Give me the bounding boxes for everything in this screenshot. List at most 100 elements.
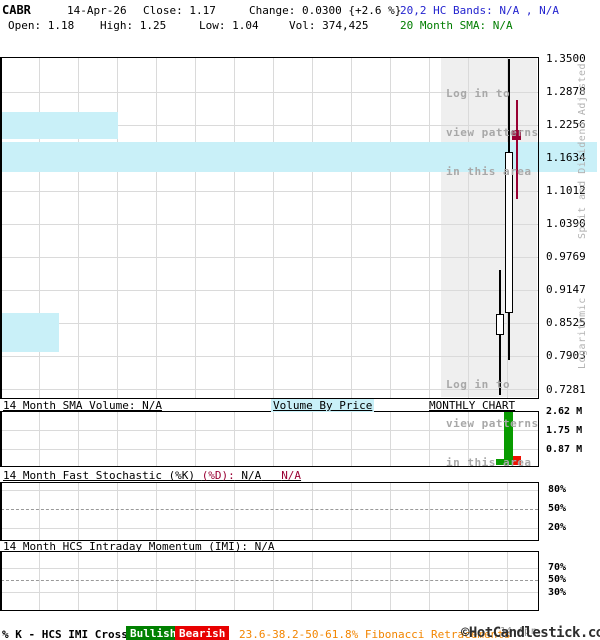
grid-line-v <box>234 552 235 610</box>
grid-line-h <box>1 125 538 126</box>
volume-panel-title: 14 Month SMA Volume: N/A <box>3 399 162 412</box>
grid-line-h <box>1 290 538 291</box>
grid-line-h <box>1 356 538 357</box>
grid-line-v <box>156 483 157 540</box>
stochastic-title-d: (%D): <box>201 469 235 482</box>
grid-line-v <box>429 58 430 398</box>
chart-type-label: MONTHLY CHART <box>429 399 516 412</box>
price-tick: 0.9769 <box>546 250 586 263</box>
grid-line-v <box>234 58 235 398</box>
vbp-band <box>1 142 597 172</box>
grid-line-v <box>273 552 274 610</box>
grid-line-v <box>117 412 118 466</box>
stochastic-tick: 50% <box>548 503 567 514</box>
grid-line-v <box>429 552 430 610</box>
high-value: High: 1.25 <box>100 19 167 32</box>
login-overlay-box <box>441 58 537 397</box>
grid-line-v <box>273 483 274 540</box>
copyright-watermark: ©HotCandlestick.com <box>461 625 600 640</box>
grid-line-h <box>1 528 538 529</box>
x-axis-date: 14-Apr 2026 <box>499 626 537 637</box>
grid-line-v <box>351 552 352 610</box>
grid-line-v <box>273 412 274 466</box>
grid-line-v <box>273 58 274 398</box>
imi-panel-title: 14 Month HCS Intraday Momentum (IMI): N/… <box>3 540 275 553</box>
grid-line-v <box>312 58 313 398</box>
imi-tick: 70% <box>548 562 567 573</box>
stochastic-panel-title: 14 Month Fast Stochastic (%K) (%D): N/A … <box>3 469 301 482</box>
candle-body <box>505 152 513 313</box>
grid-line-h <box>1 257 538 258</box>
volume-by-price-label: Volume By Price <box>271 399 375 412</box>
grid-line-v <box>39 58 40 398</box>
sma-value: 20 Month SMA: N/A <box>400 19 513 32</box>
grid-line-v <box>429 483 430 540</box>
candle-body <box>512 130 521 140</box>
vbp-band <box>1 112 118 139</box>
volume-bar <box>496 459 504 465</box>
grid-line-v <box>507 483 508 540</box>
grid-line-v <box>195 483 196 540</box>
change-value: Change: 0.0300 {+2.6 %} <box>249 4 402 17</box>
volume-tick: 0.87 M <box>546 444 583 455</box>
login-overlay-text-top: Log in to view patterns in this area <box>446 87 539 178</box>
grid-line-v <box>468 58 469 398</box>
grid-line-h <box>1 323 538 324</box>
grid-line-v <box>507 552 508 610</box>
stochastic-title-k: 14 Month Fast Stochastic (%K) <box>3 469 202 482</box>
quote-date: 14-Apr-26 <box>67 4 127 17</box>
price-tick: 0.9147 <box>546 283 586 296</box>
open-value: Open: 1.18 <box>8 19 75 32</box>
grid-line-h <box>1 490 538 491</box>
stochastic-tick: 20% <box>548 522 567 533</box>
hc-bands-value: 20,2 HC Bands: N/A , N/A <box>400 4 559 17</box>
grid-line-v <box>78 552 79 610</box>
grid-line-v <box>156 58 157 398</box>
grid-line-v <box>390 483 391 540</box>
grid-line-v <box>351 483 352 540</box>
grid-line-v <box>351 412 352 466</box>
grid-line-v <box>195 58 196 398</box>
imi-tick: 30% <box>548 587 567 598</box>
grid-line-v <box>195 412 196 466</box>
price-tick: 0.7903 <box>546 349 586 362</box>
grid-line-v <box>390 58 391 398</box>
price-tick: 1.3500 <box>546 52 586 65</box>
grid-line-v <box>468 483 469 540</box>
grid-line-v <box>39 412 40 466</box>
grid-line-v <box>234 483 235 540</box>
grid-line-v <box>156 412 157 466</box>
grid-line-h <box>1 92 538 93</box>
login-overlay-text-bottom: Log in to view patterns in this area <box>446 378 539 469</box>
grid-line-h <box>1 191 538 192</box>
grid-line-h <box>1 568 538 569</box>
grid-line-v <box>156 552 157 610</box>
panel-frame-volume <box>0 411 539 467</box>
volume-bar <box>513 456 521 465</box>
low-value: Low: 1.04 <box>199 19 259 32</box>
grid-line-h <box>1 389 538 390</box>
grid-line-v <box>117 58 118 398</box>
volume-tick: 1.75 M <box>546 425 583 436</box>
fibonacci-legend-label: 23.6-38.2-50-61.8% Fibonacci Retracement… <box>239 628 511 640</box>
grid-line-v <box>468 552 469 610</box>
vbp-band <box>1 313 59 352</box>
grid-line-v <box>390 552 391 610</box>
price-tick: 1.2878 <box>546 85 586 98</box>
ticker-symbol: CABR <box>2 3 31 17</box>
axis-caption-logarithmic: Logarithmic <box>577 297 588 369</box>
price-tick: 1.1634 <box>546 151 586 164</box>
grid-line-v <box>78 483 79 540</box>
candle-body <box>496 314 504 335</box>
volume-bar <box>504 411 513 465</box>
grid-line-h <box>1 592 538 593</box>
panel-frame-imi <box>0 551 539 611</box>
price-tick: 0.8525 <box>546 316 586 329</box>
grid-line-v <box>78 412 79 466</box>
grid-line-v <box>312 552 313 610</box>
grid-line-v <box>195 552 196 610</box>
grid-line-v <box>429 412 430 466</box>
price-tick: 1.1012 <box>546 184 586 197</box>
grid-line-h-dashed <box>1 580 538 581</box>
grid-line-v <box>312 412 313 466</box>
